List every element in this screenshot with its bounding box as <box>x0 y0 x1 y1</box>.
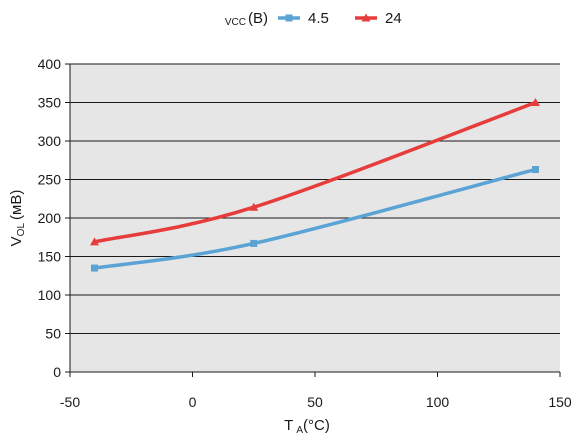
y-tick-label: 50 <box>45 326 61 342</box>
data-point-square <box>285 14 293 22</box>
y-axis-title-unit: (мВ) <box>8 190 25 220</box>
y-tick-labels: 0 50 100 150 200 250 300 350 400 <box>38 56 62 380</box>
x-tick-label: 150 <box>548 394 572 410</box>
y-tick-label: 150 <box>38 249 62 265</box>
x-tick-label: -50 <box>60 394 80 410</box>
legend-label: 4.5 <box>308 10 329 27</box>
data-point-triangle <box>361 13 371 22</box>
y-tick-label: 350 <box>38 95 62 111</box>
series-24 <box>90 98 540 246</box>
x-axis-title-sub: A <box>296 425 303 436</box>
y-tick-label: 200 <box>38 210 62 226</box>
x-tick-label: 100 <box>426 394 450 410</box>
x-axis-title: T A(°C) <box>284 417 330 436</box>
y-tick-label: 400 <box>38 56 62 72</box>
x-tick-labels: -50 0 50 100 150 <box>60 394 572 410</box>
legend-item: 4.5 <box>278 10 329 27</box>
x-axis-title-main: T <box>284 417 293 434</box>
y-tick-label: 100 <box>38 287 62 303</box>
data-point-square <box>250 239 258 247</box>
legend-title-unit: (В) <box>248 10 268 27</box>
y-axis-title-sub: OL <box>16 223 27 237</box>
legend-label: 24 <box>385 10 402 27</box>
legend-items: 4.5 24 <box>278 10 402 27</box>
data-point-square <box>532 165 539 173</box>
x-axis-title-unit: (°C) <box>303 417 330 434</box>
y-tick-label: 300 <box>38 133 62 149</box>
y-axis-title-main: V <box>8 236 25 246</box>
legend-title-main: VCC <box>225 17 246 28</box>
data-point-triangle <box>249 202 259 211</box>
series-line <box>94 167 536 270</box>
gridlines <box>65 63 561 377</box>
x-tick-label: 50 <box>307 394 323 410</box>
data-point-square <box>91 264 98 272</box>
legend: VCC (В) 4.5 24 <box>225 10 402 28</box>
series-4.5 <box>91 165 539 272</box>
series-group <box>90 98 540 272</box>
data-point-triangle <box>531 98 540 106</box>
legend-title: VCC (В) <box>225 10 268 28</box>
y-tick-label: 0 <box>53 364 61 380</box>
y-axis-title: VOL (мВ) <box>8 190 27 247</box>
legend-item: 24 <box>355 10 402 27</box>
x-tick-label: 0 <box>189 394 197 410</box>
data-point-triangle <box>90 237 99 246</box>
series-line <box>94 100 537 244</box>
y-tick-label: 250 <box>38 172 62 188</box>
